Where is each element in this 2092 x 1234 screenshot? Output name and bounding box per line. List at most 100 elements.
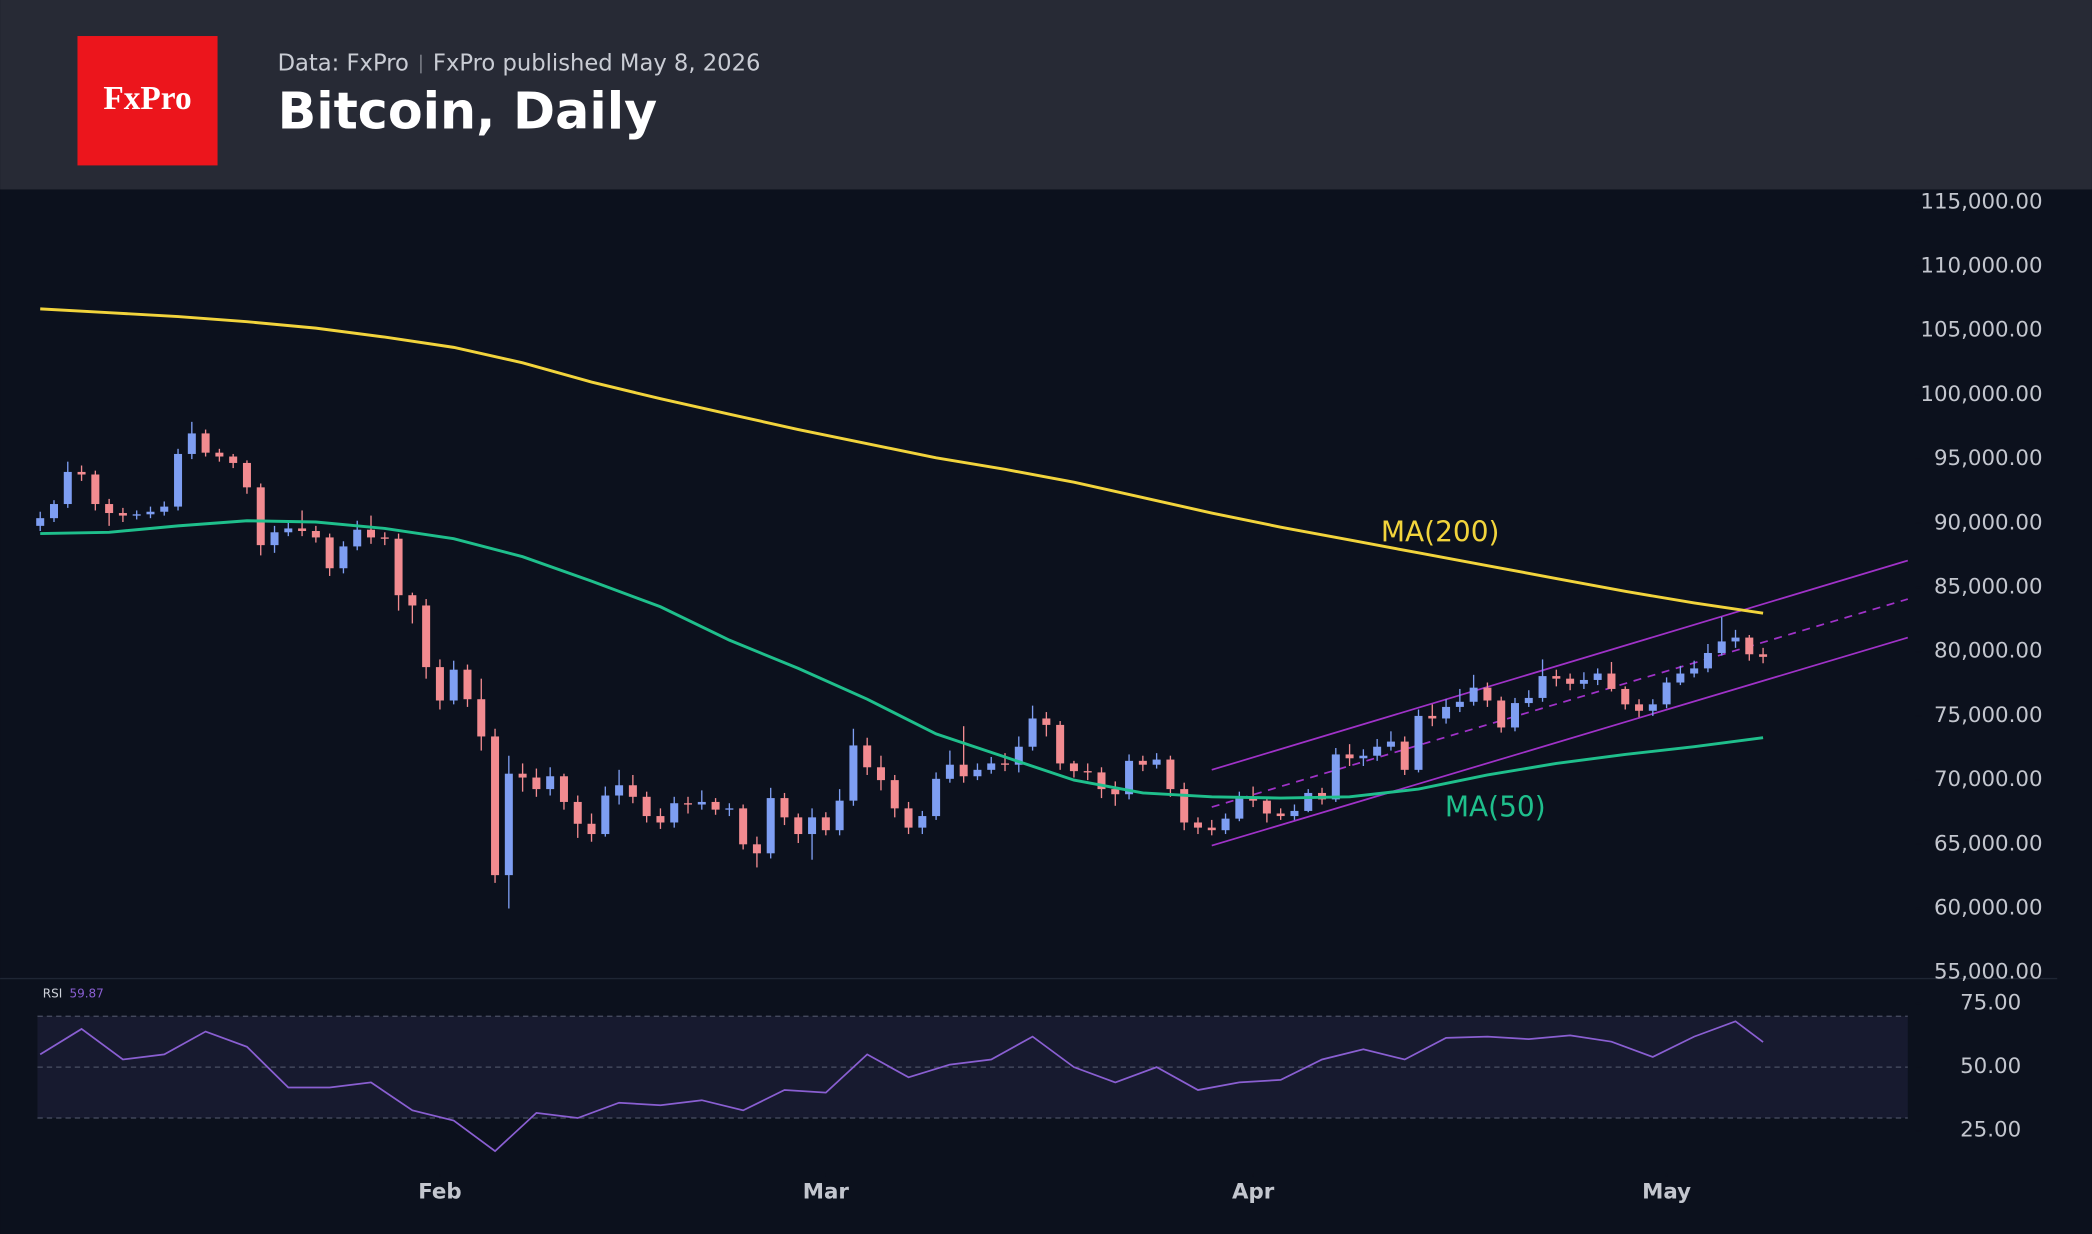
source: Data: FxPro [278, 51, 409, 77]
candle-body [422, 605, 431, 668]
candle-body [435, 667, 444, 701]
candle-body [849, 745, 858, 801]
candle-body [298, 528, 307, 532]
moving-average [40, 307, 1764, 615]
candle-body [49, 504, 58, 519]
candle-body [1566, 678, 1575, 684]
x-tick-label: May [1642, 1180, 1691, 1205]
candle-body [1180, 789, 1189, 823]
rsi-value: 59.87 [69, 986, 103, 1000]
candle-body [697, 801, 706, 805]
header [0, 0, 2092, 190]
candle-body [863, 745, 872, 768]
candle-body [1621, 688, 1630, 705]
candle-body [1690, 668, 1699, 674]
candle-body [890, 780, 899, 809]
candle-body [1552, 676, 1561, 679]
candle-body [1593, 673, 1602, 680]
candle-body [284, 528, 293, 533]
candle-body [63, 471, 72, 505]
candle-body [739, 808, 748, 845]
candle-body [1290, 810, 1299, 817]
candle-body [1249, 798, 1258, 801]
candle-body [1359, 755, 1368, 759]
x-tick-label: Mar [803, 1180, 850, 1205]
candle-body [1731, 637, 1740, 642]
candle-body [1703, 652, 1712, 669]
rsi-tick-label: 50.00 [1960, 1054, 2021, 1079]
chart-title: Bitcoin, Daily [278, 82, 658, 141]
candle-body [945, 764, 954, 779]
candle-body [449, 669, 458, 701]
candle-body [311, 531, 320, 538]
candle-body [132, 514, 141, 516]
logo-text: FxPro [103, 80, 191, 117]
candle-body [1083, 771, 1092, 773]
candle-body [780, 798, 789, 818]
moving-average [40, 519, 1764, 800]
candle-body [932, 778, 941, 817]
candle-body [477, 699, 486, 737]
candle-body [1097, 772, 1106, 790]
candle-body [215, 452, 224, 457]
candle-body [711, 801, 720, 810]
y-tick-label: 80,000.00 [1934, 639, 2043, 664]
candle-body [752, 844, 761, 854]
candle-body [353, 529, 362, 547]
candle-body [1069, 763, 1078, 772]
candle-body [1717, 641, 1726, 653]
candle-body [518, 773, 527, 778]
candle-body [105, 504, 114, 514]
candle-body [504, 773, 513, 876]
candle-body [1400, 741, 1409, 770]
candle-body [656, 816, 665, 823]
candle-body [229, 456, 238, 463]
candle-body [1607, 673, 1616, 689]
candle-body [615, 785, 624, 796]
candle-body [546, 776, 555, 790]
candle-body [1373, 746, 1382, 756]
candle-body [1676, 673, 1685, 683]
candle-body [242, 462, 251, 488]
candle-body [642, 796, 651, 817]
candle-body [1497, 700, 1506, 728]
rsi-line [39, 1020, 1764, 1153]
candle-body [77, 471, 86, 475]
candle-body [1331, 754, 1340, 800]
candle-body [1262, 800, 1271, 814]
candle-body [821, 817, 830, 831]
candle-body [394, 538, 403, 596]
candle-body [1648, 704, 1657, 711]
candle-body [808, 817, 817, 835]
y-tick-label: 100,000.00 [1920, 382, 2042, 407]
candle-body [160, 506, 169, 512]
y-tick-label: 105,000.00 [1920, 318, 2042, 343]
candle-body [987, 763, 996, 770]
candle-body [325, 537, 334, 569]
candle-body [628, 785, 637, 797]
candle-body [1524, 697, 1533, 704]
y-tick-label: 55,000.00 [1934, 960, 2043, 985]
y-tick-label: 110,000.00 [1920, 253, 2042, 278]
candle-body [1276, 813, 1285, 817]
ma-label: MA(50) [1445, 790, 1546, 823]
candle-body [1345, 754, 1354, 759]
candle-body [1428, 715, 1437, 719]
candle-body [1386, 741, 1395, 747]
candle-body [118, 513, 127, 516]
published: FxPro published May 8, 2026 [433, 51, 761, 77]
candle-body [725, 808, 734, 810]
candle-body [463, 669, 472, 700]
candle-body [1483, 687, 1492, 701]
candle-body [1207, 827, 1216, 831]
candle-body [256, 487, 265, 546]
candle-body [174, 453, 183, 507]
x-tick-label: Apr [1232, 1180, 1275, 1205]
candle-body [1042, 718, 1051, 725]
candle-body [794, 817, 803, 835]
candle-body [684, 803, 693, 805]
candle-body [1745, 637, 1754, 655]
candle-body [1166, 759, 1175, 790]
candle-body [1056, 724, 1065, 764]
